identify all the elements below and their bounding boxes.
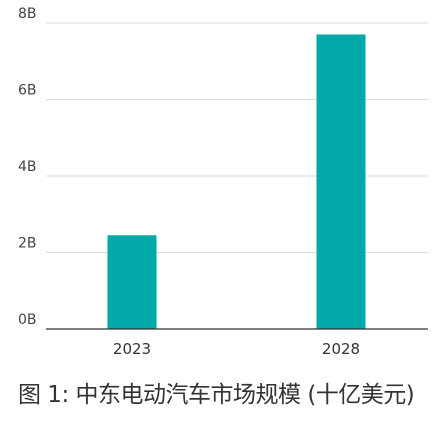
y-tick-label: 8B	[18, 6, 37, 22]
bar-chart: 0B 2B 4B 6B 8B 2023 2028	[18, 6, 428, 358]
x-tick-label: 2023	[113, 340, 151, 358]
bars	[107, 34, 366, 329]
y-axis-tick-labels: 0B 2B 4B 6B 8B	[18, 6, 37, 328]
bar-2023	[107, 235, 157, 329]
y-tick-label: 4B	[18, 159, 37, 175]
bar-2028	[316, 34, 366, 329]
chart-caption: 图 1: 中东电动汽车市场规模 (十亿美元)	[18, 382, 415, 408]
y-tick-label: 6B	[18, 83, 37, 99]
x-tick-label: 2028	[322, 340, 360, 358]
gridlines	[46, 22, 428, 253]
y-tick-label: 0B	[18, 312, 37, 328]
y-tick-label: 2B	[18, 236, 37, 252]
x-axis-tick-labels: 2023 2028	[113, 340, 360, 358]
